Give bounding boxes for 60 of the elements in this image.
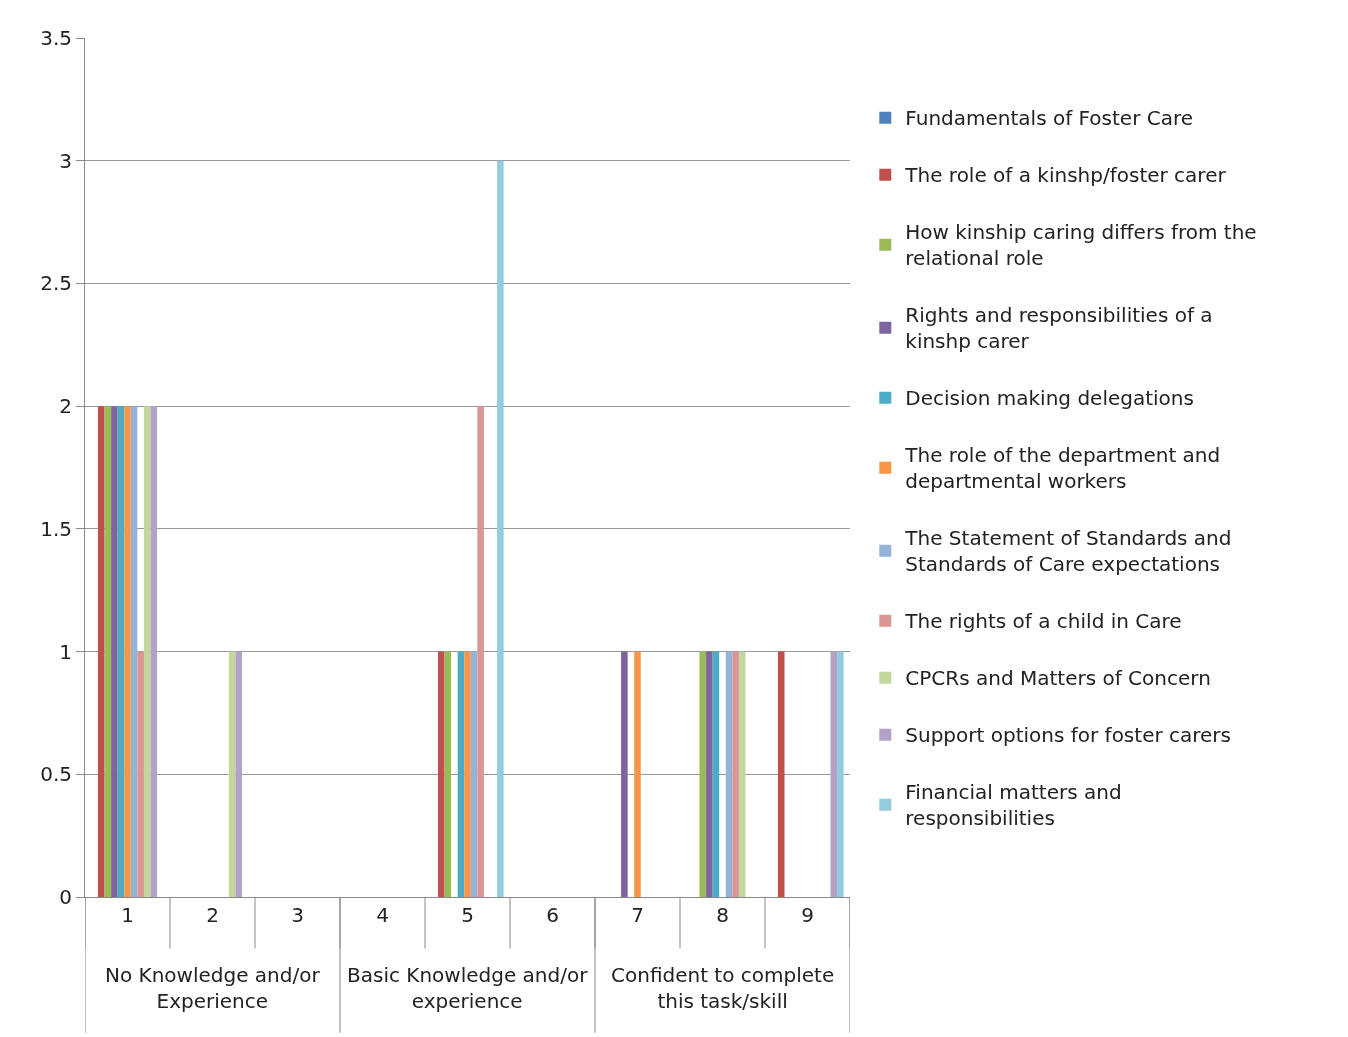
text: No Knowledge and/or Experience: [105, 963, 321, 1013]
x-tick-label: 5: [461, 903, 474, 927]
bar: [444, 651, 452, 897]
x-tick-label: 8: [716, 903, 729, 927]
x-tick-label: 3: [291, 903, 304, 927]
y-tick-label: 0: [59, 885, 72, 909]
x-tick-label: 2: [206, 903, 219, 927]
x-tick-label: 9: [801, 903, 814, 927]
legend-label: The role of the department and departmental workers: [904, 443, 1221, 494]
bar: [130, 406, 138, 897]
bar: [228, 651, 236, 897]
text: Basic Knowledge and/or experience: [347, 963, 589, 1013]
bar: [830, 651, 838, 897]
bar: [437, 651, 445, 897]
y-tick-label: 3: [59, 148, 72, 173]
legend-label: Decision making delegations: [905, 386, 1194, 411]
bar: [777, 651, 785, 897]
y-tick-label: 2.5: [40, 271, 72, 296]
x-tick-label: 4: [376, 903, 389, 927]
legend-label: Financial matters and responsibilities: [905, 780, 1122, 831]
bar: [104, 406, 112, 897]
bar: [124, 406, 131, 897]
bar: [621, 651, 628, 897]
y-tick-label: 1: [59, 639, 72, 664]
x-tick-label: 7: [631, 903, 644, 927]
bar: [117, 406, 125, 897]
bar: [634, 651, 641, 897]
text: Confident to complete this task/skill: [611, 963, 835, 1013]
legend-label: Fundamentals of Foster Care: [905, 106, 1194, 131]
bar: [97, 406, 105, 897]
y-tick-label: 1.5: [40, 516, 72, 541]
bar: [137, 651, 144, 897]
bar: [738, 651, 746, 897]
legend-label: Rights and responsibilities of a kinshp carer: [905, 303, 1213, 354]
bar: [111, 406, 118, 897]
x-tick-label: 6: [546, 903, 559, 927]
bar: [235, 651, 243, 897]
bar: [732, 651, 739, 897]
bar: [477, 406, 484, 897]
legend-label: The Statement of Standards and Standards of Care expectations: [904, 526, 1232, 577]
bar: [457, 651, 465, 897]
y-tick-label: 0.5: [40, 762, 72, 787]
legend-label: The rights of a child in Care: [904, 609, 1182, 634]
bar: [837, 651, 844, 897]
bar: [143, 406, 151, 897]
bar: [699, 651, 707, 897]
legend-label: CPCRs and Matters of Concern: [905, 666, 1211, 691]
bar: [470, 651, 478, 897]
bar: [725, 651, 733, 897]
y-tick-label: 3.5: [40, 26, 72, 50]
x-tick-label: 1: [121, 903, 134, 927]
y-tick-label: 2: [59, 394, 72, 419]
legend-label: The role of a kinshp/foster carer: [904, 163, 1227, 188]
bar: [712, 651, 720, 897]
legend-label: Support options for foster carers: [905, 723, 1231, 748]
legend-label: How kinship caring differs from the relational role: [905, 220, 1257, 271]
bar: [464, 651, 471, 897]
bar: [150, 406, 158, 897]
bar: [497, 160, 504, 897]
bar: [706, 651, 713, 897]
